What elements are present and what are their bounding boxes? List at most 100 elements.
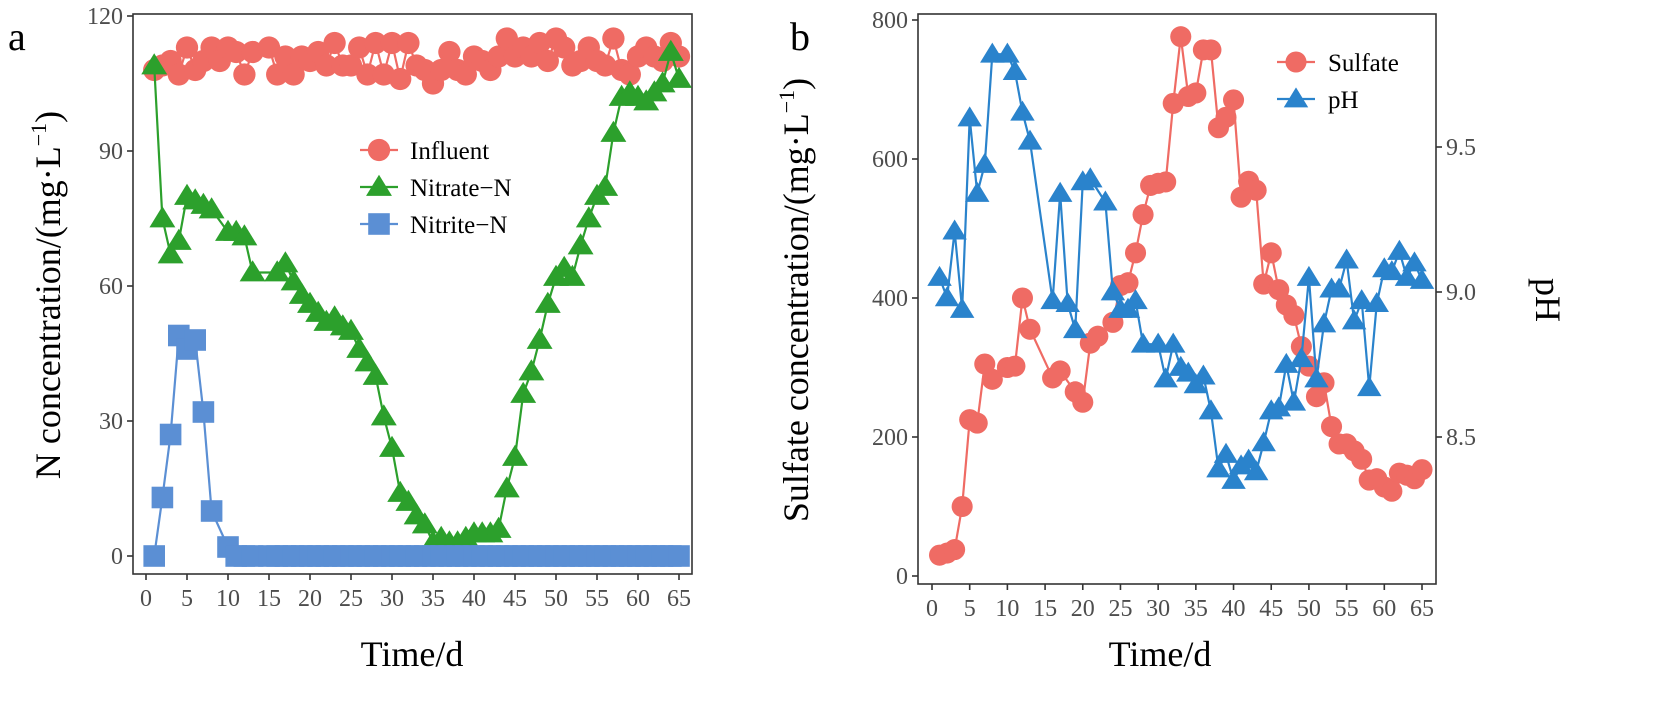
x-axis-title-b: Time/d (1109, 634, 1212, 674)
data-point (1260, 242, 1282, 264)
x-tick-label: 25 (339, 586, 363, 612)
data-point (487, 45, 510, 68)
x-tick-label: 5 (964, 596, 976, 622)
data-point (1381, 480, 1403, 502)
data-point (1185, 82, 1207, 104)
x-tick-label: 50 (544, 586, 568, 612)
data-point (1200, 39, 1222, 61)
data-point (1411, 459, 1433, 481)
y-axis-title-a-end: ) (28, 111, 68, 123)
legend-label: Sulfate (1328, 50, 1399, 77)
data-point (346, 336, 373, 358)
data-point (1017, 129, 1043, 150)
data-point (1221, 468, 1246, 489)
y-axis-ticks-b: 0 200 400 600 800 (872, 8, 918, 590)
data-point (966, 412, 988, 434)
data-point (553, 36, 576, 59)
data-point (1002, 60, 1028, 81)
data-point (143, 545, 165, 567)
data-point (618, 63, 641, 86)
data-point (1334, 248, 1359, 269)
y-tick-label: 60 (99, 274, 123, 300)
data-point (241, 545, 264, 567)
data-point (668, 545, 690, 567)
data-point (1326, 277, 1352, 298)
data-point (1078, 167, 1103, 188)
y2-axis-title-b: pH (1528, 278, 1568, 322)
data-point (379, 435, 405, 457)
data-point (927, 265, 952, 286)
legend-marker (1283, 87, 1309, 108)
data-point (957, 106, 982, 127)
legend-item: Nitrite−N (360, 212, 507, 239)
data-point (1093, 190, 1118, 211)
data-point (184, 329, 206, 351)
data-point (1062, 318, 1088, 339)
data-point (657, 39, 684, 61)
data-point (944, 539, 966, 561)
data-point (1296, 265, 1322, 286)
x-tick-label: 50 (1297, 596, 1321, 622)
data-point (1047, 181, 1073, 202)
x-axis-title-a: Time/d (361, 634, 464, 674)
data-point (964, 181, 990, 202)
data-point (430, 58, 453, 82)
x-tick-label: 65 (1410, 596, 1434, 622)
y-tick-label: 200 (872, 425, 908, 451)
data-point (502, 444, 528, 466)
legend-marker (1285, 51, 1307, 73)
data-point (1004, 355, 1026, 377)
data-point (1320, 416, 1343, 438)
data-point (526, 327, 553, 349)
data-point (1364, 292, 1390, 313)
data-point (1215, 106, 1237, 128)
x-tick-label: 15 (257, 586, 281, 612)
data-point (1351, 448, 1373, 470)
y2-tick-label: 9.5 (1446, 135, 1476, 161)
data-point (231, 224, 258, 246)
data-point (666, 66, 692, 88)
data-point (1019, 318, 1041, 340)
data-point (141, 53, 168, 75)
data-point (1010, 100, 1035, 121)
data-point (356, 63, 379, 86)
data-point (1349, 289, 1374, 310)
data-point (397, 31, 420, 55)
data-point (485, 516, 512, 538)
data-point (1266, 396, 1292, 417)
data-point (266, 63, 289, 86)
data-point (534, 291, 561, 313)
data-point (1072, 391, 1094, 413)
panel-label-b: b (790, 14, 810, 59)
data-point (438, 40, 461, 64)
data-point (389, 67, 412, 91)
data-point (1206, 457, 1231, 478)
y-tick-label: 800 (872, 8, 908, 34)
data-point (1222, 89, 1245, 111)
data-point (510, 381, 537, 403)
data-point (315, 54, 338, 77)
series-line (153, 47, 681, 545)
data-point (995, 42, 1020, 63)
x-tick-label: 20 (298, 586, 322, 612)
data-point (602, 27, 625, 50)
x-tick-label: 10 (216, 586, 240, 612)
data-point (151, 486, 174, 509)
x-tick-label: 30 (1146, 596, 1170, 622)
legend-label: Nitrate−N (410, 175, 512, 202)
x-tick-label: 45 (503, 586, 527, 612)
data-point (1290, 336, 1312, 358)
data-point (1243, 460, 1269, 481)
data-point (233, 63, 256, 86)
data-point (192, 401, 215, 423)
y-tick-label: 0 (111, 544, 123, 570)
series-ph (927, 42, 1435, 489)
data-point (1132, 204, 1154, 226)
data-point (1394, 265, 1420, 286)
data-point (1213, 442, 1239, 463)
x-axis-ticks-a: 0 5 10 15 20 25 30 35 40 45 50 55 60 65 (140, 574, 691, 612)
x-tick-label: 60 (1372, 596, 1396, 622)
legend-item: Nitrate−N (360, 174, 512, 202)
data-point (1245, 179, 1267, 201)
